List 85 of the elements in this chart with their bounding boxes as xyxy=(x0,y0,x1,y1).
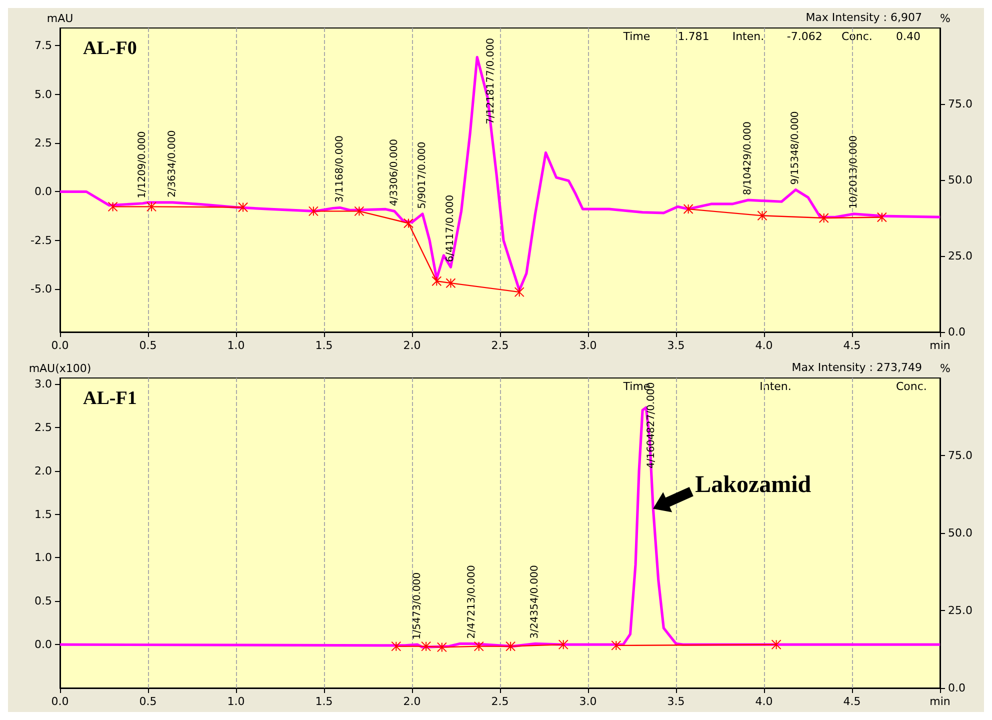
text: AL-F1 xyxy=(83,388,137,409)
annotation: 1.781 xyxy=(678,30,710,43)
y2-tick-label: 50.0 xyxy=(948,174,972,186)
y-tick-label: 2.0 xyxy=(34,464,52,478)
data-label: 3/1168/0.000 xyxy=(334,135,346,203)
x-tick-label: 4.5 xyxy=(843,339,861,352)
point xyxy=(403,218,414,228)
y-tick-label: -2.5 xyxy=(30,234,52,247)
annotation: -7.062 xyxy=(786,30,822,43)
point xyxy=(146,202,157,212)
y-axis-title: mAU(x100) xyxy=(28,362,92,375)
point xyxy=(514,287,524,298)
annotation: Lakozamid xyxy=(695,472,812,500)
x-tick-label: 1.5 xyxy=(315,339,333,352)
data-label: 8/10429/0.000 xyxy=(742,122,754,196)
y-tick-label: 0.0 xyxy=(34,185,52,198)
y2-tick-label: 75.0 xyxy=(948,449,972,462)
x-tick-label: 2.5 xyxy=(491,695,509,708)
x-tick-label: 4.5 xyxy=(843,695,861,708)
x-tick-label: min xyxy=(930,339,950,352)
data-label: 3/24354/0.000 xyxy=(530,565,541,639)
point xyxy=(446,278,456,288)
y-tick-label: 5.0 xyxy=(34,88,52,101)
y-tick-label: 2.5 xyxy=(34,136,52,150)
y-tick-label: 2.5 xyxy=(34,420,52,434)
annotation: 0.40 xyxy=(896,30,920,43)
data-label: 6/4117/0.000 xyxy=(445,194,456,262)
y-tick-label: 7.5 xyxy=(34,39,52,52)
x-tick-label: 4.0 xyxy=(755,695,773,708)
y-tick-label: 0.5 xyxy=(34,594,52,608)
data-label: 1/1209/0.000 xyxy=(137,131,148,198)
x-tick-label: 2.5 xyxy=(491,339,509,352)
x-tick-label: 0.0 xyxy=(51,339,69,352)
x-tick-label: 3.5 xyxy=(667,695,685,708)
point xyxy=(108,202,118,212)
y-tick-label: 3.0 xyxy=(34,378,52,391)
x-tick-label: 0.5 xyxy=(139,695,157,708)
y2-tick-label: 0.0 xyxy=(948,326,966,338)
point xyxy=(683,204,694,214)
annotation: Time xyxy=(622,30,650,43)
point xyxy=(876,212,887,222)
y2-tick-label: 25.0 xyxy=(948,250,972,262)
annotation: Conc. xyxy=(896,380,927,393)
point xyxy=(308,206,318,216)
data-label: 2/47213/0.000 xyxy=(466,565,478,639)
y2-tick-label: 0.0 xyxy=(948,682,966,694)
x-tick-label: 1.0 xyxy=(227,695,245,708)
point xyxy=(818,213,829,223)
text: AL-F0 xyxy=(83,38,137,59)
x-tick-label: 3.5 xyxy=(667,339,685,352)
point xyxy=(432,276,442,286)
annotation: Inten. xyxy=(732,30,764,43)
x-tick-label: 1.5 xyxy=(315,695,333,708)
data-label: 1/5473/0.000 xyxy=(412,572,423,640)
y-tick-label: 1.5 xyxy=(34,508,52,521)
y-tick-label: -5.0 xyxy=(30,282,52,296)
y-axis-title: mAU xyxy=(46,12,74,25)
x-tick-label: 2.0 xyxy=(403,339,421,352)
x-tick-label: 2.0 xyxy=(403,695,421,708)
point xyxy=(354,206,364,216)
annotation: Conc. xyxy=(841,30,872,43)
point xyxy=(757,210,768,221)
y2-tick-label: 75.0 xyxy=(948,98,972,110)
y2-tick-label: 50.0 xyxy=(948,526,972,540)
data-label: 2/3634/0.000 xyxy=(167,130,178,198)
x-tick-label: 3.0 xyxy=(579,339,597,352)
x-tick-label: 3.0 xyxy=(579,695,597,708)
data-label: 5/9017/0.000 xyxy=(417,142,428,209)
data-label: 9/15348/0.000 xyxy=(790,111,802,185)
text: Max Intensity : 273,749 xyxy=(792,361,922,374)
data-label: 10/2013/0.000 xyxy=(848,135,860,209)
y-tick-label: 0.0 xyxy=(34,638,52,652)
y2-axis-title: % xyxy=(940,362,950,375)
x-tick-label: 0.0 xyxy=(51,695,69,708)
x-tick-label: 1.0 xyxy=(227,339,245,352)
x-tick-label: min xyxy=(930,695,950,708)
point xyxy=(238,202,248,212)
y2-tick-label: 25.0 xyxy=(948,604,972,617)
y2-axis-title: % xyxy=(940,12,950,25)
y-tick-label: 1.0 xyxy=(34,551,52,564)
data-label: 4/3306/0.000 xyxy=(388,138,400,206)
x-tick-label: 0.5 xyxy=(139,339,157,352)
x-tick-label: 4.0 xyxy=(755,339,773,352)
text: Max Intensity : 6,907 xyxy=(806,11,922,24)
data-label: 7/1218177/0.000 xyxy=(486,38,497,124)
